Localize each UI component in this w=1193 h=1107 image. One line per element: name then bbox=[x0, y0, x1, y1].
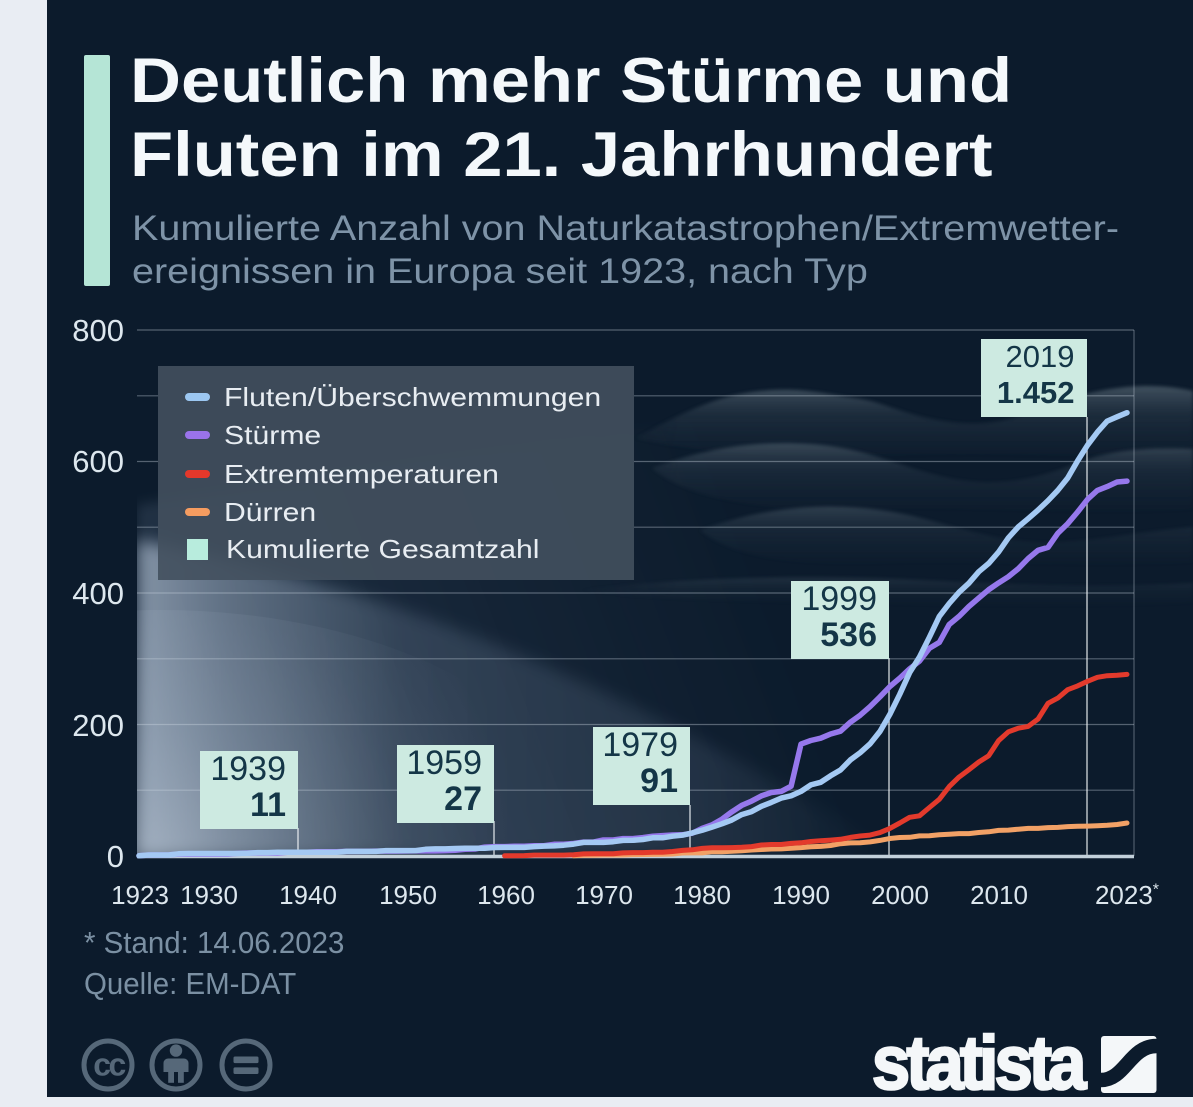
svg-text:cc: cc bbox=[93, 1047, 125, 1083]
